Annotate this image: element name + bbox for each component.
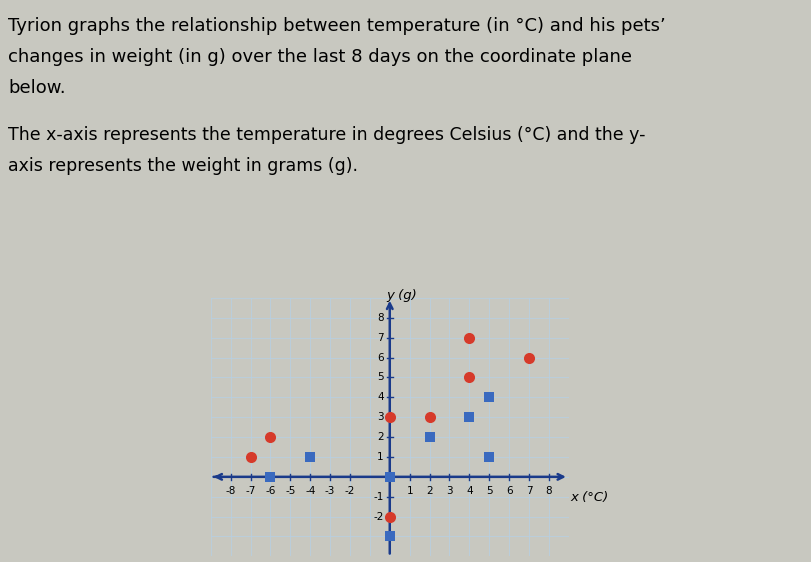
Text: 1: 1 (376, 452, 384, 462)
Text: -6: -6 (265, 486, 275, 496)
Text: 7: 7 (376, 333, 384, 343)
Text: -4: -4 (305, 486, 315, 496)
Text: 2: 2 (426, 486, 432, 496)
Text: The x-axis represents the temperature in degrees Celsius (°C) and the y-: The x-axis represents the temperature in… (8, 126, 645, 144)
Text: below.: below. (8, 79, 66, 97)
Text: 8: 8 (376, 312, 384, 323)
Text: 7: 7 (525, 486, 532, 496)
Text: axis represents the weight in grams (g).: axis represents the weight in grams (g). (8, 157, 358, 175)
Text: 3: 3 (376, 412, 384, 422)
Text: 2: 2 (376, 432, 384, 442)
Text: -2: -2 (345, 486, 354, 496)
Text: 4: 4 (466, 486, 472, 496)
Text: 4: 4 (376, 392, 384, 402)
Text: -8: -8 (225, 486, 235, 496)
Text: 6: 6 (505, 486, 512, 496)
Text: 8: 8 (545, 486, 551, 496)
Text: -5: -5 (285, 486, 295, 496)
Text: 5: 5 (376, 373, 384, 382)
Text: -2: -2 (373, 511, 384, 522)
Text: 1: 1 (406, 486, 413, 496)
Text: changes in weight (in g) over the last 8 days on the coordinate plane: changes in weight (in g) over the last 8… (8, 48, 631, 66)
Text: -1: -1 (373, 492, 384, 502)
Text: 3: 3 (445, 486, 453, 496)
Text: Tyrion graphs the relationship between temperature (in °C) and his pets’: Tyrion graphs the relationship between t… (8, 17, 665, 35)
Text: x (°C): x (°C) (570, 491, 608, 504)
Text: -3: -3 (324, 486, 335, 496)
Text: -7: -7 (245, 486, 255, 496)
Text: y (g): y (g) (386, 289, 417, 302)
Text: 6: 6 (376, 352, 384, 362)
Text: 5: 5 (485, 486, 492, 496)
